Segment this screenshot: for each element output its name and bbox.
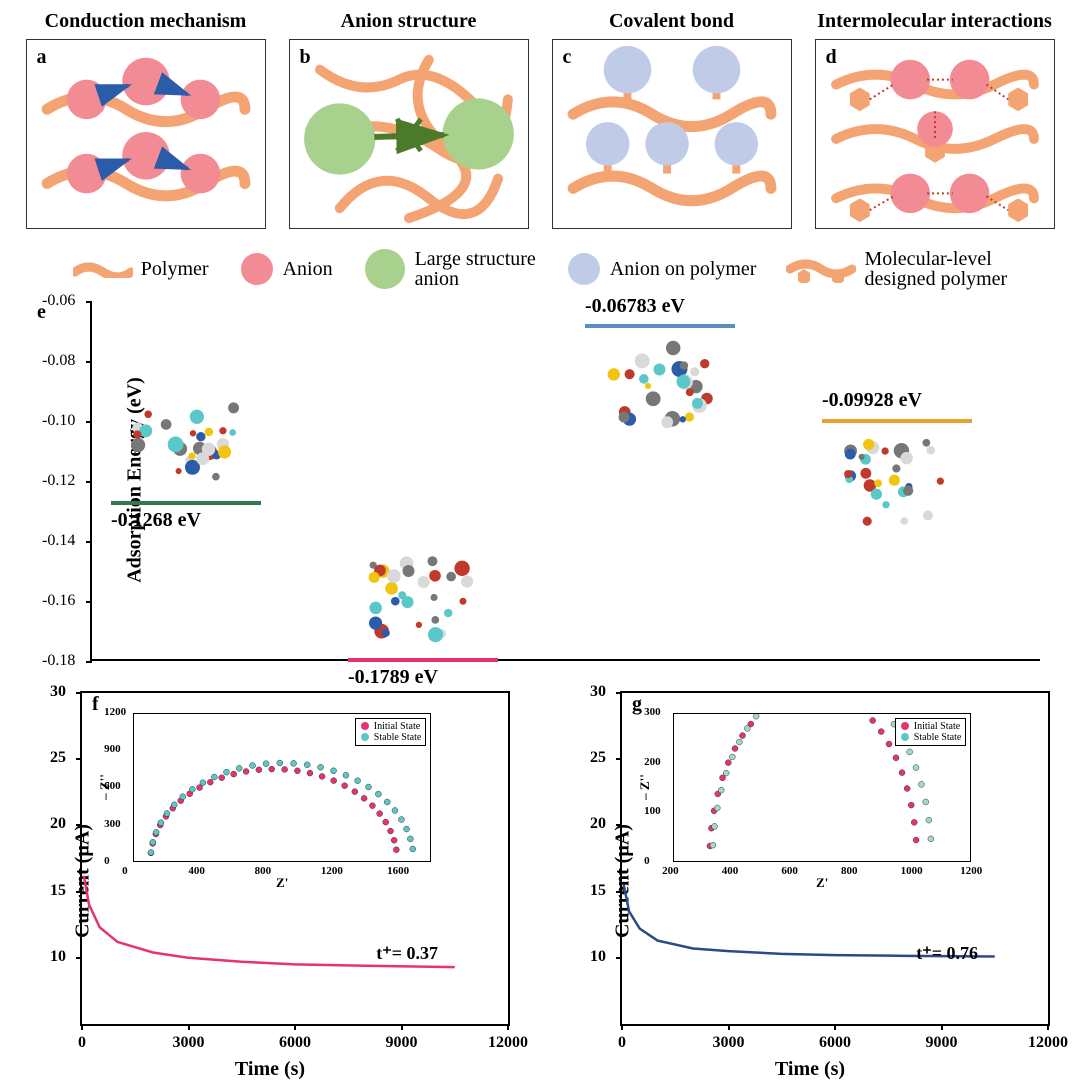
panel-c-title: Covalent bond: [609, 10, 734, 33]
panel-a-col: Conduction mechanism a: [20, 10, 271, 229]
chart-f-xlabel: Time (s): [235, 1058, 305, 1081]
panel-a: a: [26, 39, 266, 229]
nyquist-inset: 200400600800100012000100200300Z'– Z''Ini…: [673, 713, 971, 862]
inset-ylabel: – Z'': [97, 775, 113, 801]
xtick: 3000: [709, 1034, 749, 1052]
panel-a-svg: [27, 40, 265, 228]
molecule-icon: [827, 427, 967, 537]
panel-c-col: Covalent bond c: [546, 10, 797, 229]
molecule-icon: [590, 332, 730, 442]
nyquist-inset: 04008001200160003006009001200Z'– Z''Init…: [133, 713, 431, 862]
molecule-icon: [116, 386, 256, 496]
panel-d-svg: [816, 40, 1054, 228]
energy-level-line: [585, 324, 735, 328]
energy-level-line: [111, 501, 261, 505]
ytick: 20: [50, 815, 66, 833]
legend-designed-polymer: Molecular-leveldesigned polymer: [786, 247, 1007, 291]
xtick: 0: [62, 1034, 102, 1052]
energy-ytick: -0.14: [42, 532, 75, 550]
legend-designed-l2: designed polymer: [864, 269, 1007, 289]
xtick: 3000: [169, 1034, 209, 1052]
ytick: 15: [590, 882, 606, 900]
xtick: 12000: [488, 1034, 528, 1052]
energy-ytick: -0.10: [42, 412, 75, 430]
ytick: 25: [590, 749, 606, 767]
legend-polymer: Polymer: [73, 247, 209, 291]
transference-annotation: t⁺= 0.76: [916, 943, 978, 964]
legend-large-anion-l1: Large structure: [415, 249, 536, 269]
energy-ytick: -0.08: [42, 352, 75, 370]
energy-ytick: -0.12: [42, 472, 75, 490]
inset-xlabel: Z': [816, 875, 828, 891]
panel-d-col: Intermolecular interactions d: [809, 10, 1060, 229]
panel-b-title: Anion structure: [341, 10, 477, 33]
panel-d: d: [815, 39, 1055, 229]
polymer-icon: [73, 260, 133, 278]
legend-polymer-text: Polymer: [141, 258, 209, 281]
ytick: 10: [590, 948, 606, 966]
energy-ytick: -0.18: [42, 652, 75, 670]
legend-anion: Anion: [239, 247, 333, 291]
chart-g-label: g: [632, 693, 642, 716]
chart-f: f Current (µA) Time (s) 0300060009000120…: [20, 681, 520, 1081]
chart-g-xlabel: Time (s): [775, 1058, 845, 1081]
anion-polymer-icon: [566, 251, 602, 287]
panel-b: b: [289, 39, 529, 229]
xtick: 9000: [922, 1034, 962, 1052]
xtick: 6000: [815, 1034, 855, 1052]
xtick: 6000: [275, 1034, 315, 1052]
xtick: 9000: [382, 1034, 422, 1052]
chart-f-box: 0300060009000120001015202530t⁺= 0.370400…: [80, 691, 510, 1026]
legend: Polymer Anion Large structureanion Anion…: [20, 247, 1060, 291]
ytick: 30: [590, 683, 606, 701]
ytick: 20: [590, 815, 606, 833]
schematic-row: Conduction mechanism a: [20, 10, 1060, 229]
inset-legend: Initial StateStable State: [355, 718, 427, 746]
legend-anion-text: Anion: [283, 258, 333, 281]
energy-level-line: [822, 419, 972, 423]
transference-annotation: t⁺= 0.37: [376, 943, 438, 964]
chart-g: g Current (µA) Time (s) 0300060009000120…: [560, 681, 1060, 1081]
large-anion-icon: [363, 247, 407, 291]
panel-d-title: Intermolecular interactions: [817, 10, 1052, 33]
legend-large-anion-l2: anion: [415, 269, 536, 289]
legend-designed-l1: Molecular-level: [864, 249, 1007, 269]
figure: Conduction mechanism a: [0, 0, 1080, 1091]
energy-ytick: -0.16: [42, 592, 75, 610]
xtick: 0: [602, 1034, 642, 1052]
anion-icon: [239, 251, 275, 287]
energy-level-value: -0.06783 eV: [585, 295, 685, 318]
ytick: 25: [50, 749, 66, 767]
ytick: 30: [50, 683, 66, 701]
molecule-icon: [353, 543, 493, 653]
chart-g-box: 0300060009000120001015202530t⁺= 0.762004…: [620, 691, 1050, 1026]
energy-level-value: -0.09928 eV: [822, 389, 922, 412]
panel-c-svg: [553, 40, 791, 228]
inset-ylabel: – Z'': [637, 775, 653, 801]
ytick: 15: [50, 882, 66, 900]
legend-anion-polymer: Anion on polymer: [566, 247, 757, 291]
panel-c: c: [552, 39, 792, 229]
xtick: 12000: [1028, 1034, 1068, 1052]
legend-anion-polymer-text: Anion on polymer: [610, 258, 757, 281]
panel-b-svg: [290, 40, 528, 228]
inset-legend: Initial StateStable State: [895, 718, 967, 746]
panel-e: e Adsorption Energy (eV) -0.06-0.08-0.10…: [90, 301, 1040, 661]
panel-a-title: Conduction mechanism: [45, 10, 247, 33]
energy-level-value: -0.1268 eV: [111, 509, 201, 532]
ytick: 10: [50, 948, 66, 966]
energy-ytick: -0.06: [42, 292, 75, 310]
panel-b-col: Anion structure b: [283, 10, 534, 229]
legend-large-anion: Large structureanion: [363, 247, 536, 291]
inset-xlabel: Z': [276, 875, 288, 891]
chart-f-label: f: [92, 693, 99, 716]
charts-row: f Current (µA) Time (s) 0300060009000120…: [20, 681, 1060, 1081]
energy-level-line: [348, 658, 498, 662]
designed-polymer-icon: [786, 255, 856, 283]
